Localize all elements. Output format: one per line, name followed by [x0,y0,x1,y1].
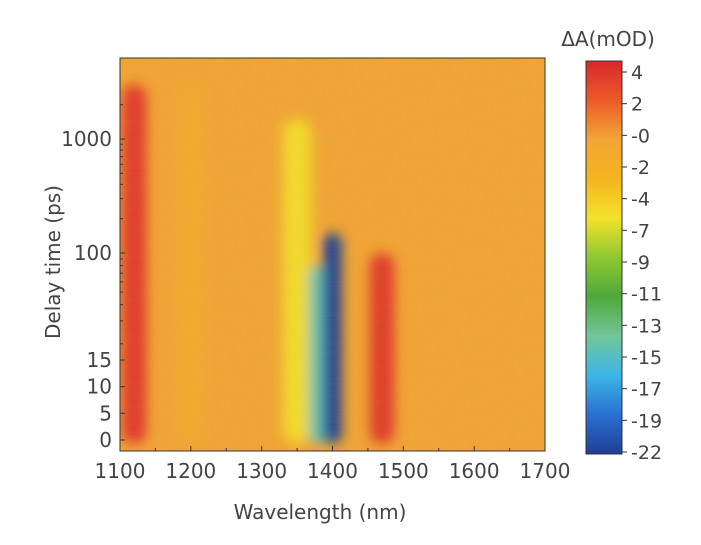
x-tick-label: 1500 [378,459,429,483]
colorbar-tick-label: 2 [631,94,643,116]
x-axis-label: Wavelength (nm) [234,500,407,524]
colorbar-gradient [586,61,622,454]
colorbar-tick-label: -0 [631,125,650,147]
colorbar-tick-label: -22 [631,442,662,464]
heatmap-noise-texture [120,58,545,451]
y-tick-label: 5 [99,401,112,425]
heatmap-plot-area [120,58,545,451]
colorbar: ΔA(mOD) 4 2 -0 -2 -4 -7 -9 -11 -13 -15 -17 -19 -22 [561,27,662,464]
y-tick-label: 0 [99,428,112,452]
colorbar-tick-label: -17 [631,379,662,401]
colorbar-title: ΔA(mOD) [561,27,655,51]
y-tick-label: 10 [87,375,112,399]
x-tick-label: 1300 [236,459,287,483]
colorbar-tick-label: 4 [631,62,643,84]
x-tick-label: 1200 [165,459,216,483]
x-tick-label: 1700 [520,459,571,483]
x-tick-label: 1600 [449,459,500,483]
colorbar-tick-label: -11 [631,284,662,306]
colorbar-frame [585,60,623,455]
colorbar-tick-label: -19 [631,410,662,432]
colorbar-tick-label: -15 [631,347,662,369]
y-tick-label: 100 [74,241,112,265]
colorbar-tick-label: -7 [631,220,650,242]
x-tick-label: 1100 [95,459,146,483]
colorbar-tick-label: -4 [631,189,650,211]
x-tick-label: 1400 [307,459,358,483]
x-axis: 1100 1200 1300 1400 1500 1600 1700 [95,446,571,483]
y-axis: 0 510 15 100 1000 [61,104,125,452]
y-axis-label: Delay time (ps) [41,185,65,339]
colorbar-tick-label: -2 [631,157,650,179]
y-tick-label: 1000 [61,127,112,151]
y-tick-label: 15 [87,348,112,372]
colorbar-tick-label: -9 [631,252,650,274]
colorbar-tick-label: -13 [631,315,662,337]
